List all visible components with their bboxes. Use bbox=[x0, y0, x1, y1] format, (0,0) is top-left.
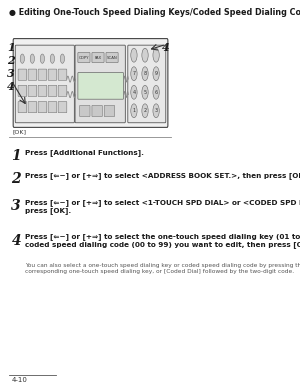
FancyBboxPatch shape bbox=[80, 105, 90, 117]
FancyBboxPatch shape bbox=[13, 39, 168, 127]
Circle shape bbox=[142, 48, 148, 62]
Circle shape bbox=[142, 67, 148, 81]
Text: 1: 1 bbox=[7, 42, 15, 53]
Text: 2: 2 bbox=[11, 172, 21, 186]
FancyBboxPatch shape bbox=[106, 52, 118, 63]
Text: 2: 2 bbox=[143, 108, 147, 113]
FancyBboxPatch shape bbox=[92, 52, 104, 63]
Text: [OK]: [OK] bbox=[12, 129, 26, 134]
Circle shape bbox=[142, 85, 148, 99]
FancyBboxPatch shape bbox=[28, 102, 37, 113]
Circle shape bbox=[50, 54, 55, 63]
Text: 3: 3 bbox=[11, 199, 21, 213]
FancyBboxPatch shape bbox=[18, 69, 27, 80]
FancyBboxPatch shape bbox=[48, 85, 57, 96]
FancyBboxPatch shape bbox=[92, 105, 102, 117]
Text: Press [⇐−] or [+⇒] to select <ADDRESS BOOK SET.>, then press [OK].: Press [⇐−] or [+⇒] to select <ADDRESS BO… bbox=[26, 172, 300, 179]
Text: Press [Additional Functions].: Press [Additional Functions]. bbox=[26, 149, 144, 156]
Text: Press [⇐−] or [+⇒] to select the one-touch speed dialing key (01 to 23) or
coded: Press [⇐−] or [+⇒] to select the one-tou… bbox=[26, 234, 300, 249]
Text: 4: 4 bbox=[11, 234, 21, 247]
FancyBboxPatch shape bbox=[58, 102, 67, 113]
FancyBboxPatch shape bbox=[38, 102, 47, 113]
Text: 2: 2 bbox=[7, 55, 15, 66]
Circle shape bbox=[131, 104, 137, 118]
FancyBboxPatch shape bbox=[38, 85, 47, 96]
FancyBboxPatch shape bbox=[48, 102, 57, 113]
FancyBboxPatch shape bbox=[18, 102, 27, 113]
FancyBboxPatch shape bbox=[48, 69, 57, 80]
FancyBboxPatch shape bbox=[75, 45, 125, 123]
Text: SCAN: SCAN bbox=[106, 56, 117, 59]
Text: 1: 1 bbox=[132, 108, 136, 113]
Circle shape bbox=[153, 48, 159, 62]
Text: 5: 5 bbox=[143, 90, 147, 95]
FancyBboxPatch shape bbox=[58, 69, 67, 80]
Text: 7: 7 bbox=[132, 71, 136, 76]
Text: 9: 9 bbox=[154, 71, 158, 76]
FancyBboxPatch shape bbox=[18, 85, 27, 96]
Circle shape bbox=[131, 67, 137, 81]
Circle shape bbox=[153, 85, 159, 99]
Text: 4: 4 bbox=[7, 81, 15, 91]
Circle shape bbox=[30, 54, 34, 63]
FancyBboxPatch shape bbox=[128, 45, 166, 123]
Text: 4: 4 bbox=[132, 90, 136, 95]
Text: COPY: COPY bbox=[79, 56, 89, 59]
Text: 3: 3 bbox=[154, 108, 158, 113]
Text: FAX: FAX bbox=[94, 56, 101, 59]
Circle shape bbox=[142, 104, 148, 118]
Circle shape bbox=[153, 104, 159, 118]
Circle shape bbox=[153, 67, 159, 81]
Text: 1: 1 bbox=[11, 149, 21, 163]
Text: 8: 8 bbox=[143, 71, 147, 76]
FancyBboxPatch shape bbox=[28, 85, 37, 96]
Circle shape bbox=[20, 54, 24, 63]
Text: You can also select a one-touch speed dialing key or coded speed dialing code by: You can also select a one-touch speed di… bbox=[26, 263, 300, 274]
FancyBboxPatch shape bbox=[58, 85, 67, 96]
Circle shape bbox=[131, 85, 137, 99]
Text: 6: 6 bbox=[154, 90, 158, 95]
Circle shape bbox=[60, 54, 64, 63]
Text: Press [⇐−] or [+⇒] to select <1-TOUCH SPD DIAL> or <CODED SPD DIAL>, then
press : Press [⇐−] or [+⇒] to select <1-TOUCH SP… bbox=[26, 199, 300, 214]
FancyBboxPatch shape bbox=[78, 73, 123, 99]
Text: 4-10: 4-10 bbox=[11, 377, 27, 383]
Text: ● Editing One-Touch Speed Dialing Keys/Coded Speed Dialing Codes: ● Editing One-Touch Speed Dialing Keys/C… bbox=[9, 8, 300, 17]
FancyBboxPatch shape bbox=[104, 105, 115, 117]
Circle shape bbox=[40, 54, 44, 63]
Text: 4: 4 bbox=[162, 42, 169, 53]
FancyBboxPatch shape bbox=[15, 45, 74, 123]
Text: 3: 3 bbox=[7, 68, 15, 79]
Circle shape bbox=[131, 48, 137, 62]
FancyBboxPatch shape bbox=[28, 69, 37, 80]
FancyBboxPatch shape bbox=[78, 52, 90, 63]
FancyBboxPatch shape bbox=[38, 69, 47, 80]
Text: Sending Faxes: Sending Faxes bbox=[3, 177, 8, 228]
